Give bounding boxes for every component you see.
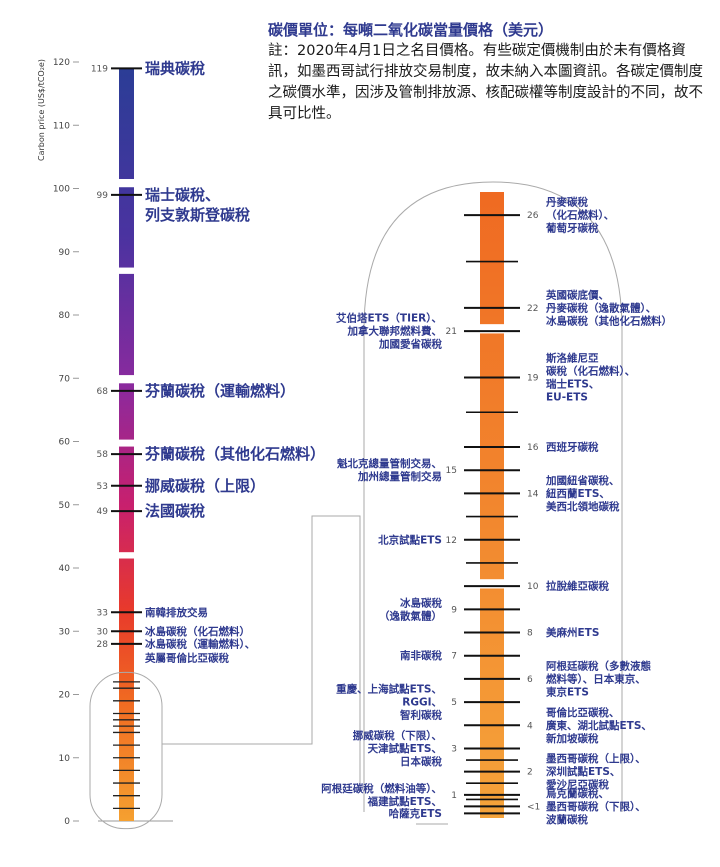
zoom-value-4: 16 bbox=[527, 443, 539, 453]
zoom-gap-0 bbox=[479, 324, 505, 334]
zoom-label-19: 哈薩克ETS bbox=[389, 807, 442, 820]
y-tick-label-1: 10 bbox=[59, 754, 71, 764]
main-scale: 0 10 20 30 40 50 60 70 80 90 100 110 120 Carbon price… bbox=[37, 58, 325, 830]
zoom-label-4: 西班牙碳稅 bbox=[546, 441, 599, 454]
bar-gap-0 bbox=[118, 179, 135, 188]
main-label-7: 冰島碳稅（化石燃料） bbox=[145, 625, 250, 638]
zoom-capsule bbox=[89, 671, 163, 830]
note-title: 碳價單位：每噸二氧化碳當量價格（美元） bbox=[268, 21, 554, 39]
main-label-2: 芬蘭碳稅（運輸燃料） bbox=[145, 382, 295, 400]
zoom-value-11: 7 bbox=[451, 652, 457, 662]
zoom-label-18: 烏克蘭碳稅、墨西哥碳稅（下限）、波蘭碳稅 bbox=[546, 787, 646, 826]
zoom-bar bbox=[480, 192, 504, 818]
main-label-1: 瑞士碳稅、列支敦斯登碳稅 bbox=[145, 186, 251, 224]
zoom-value-17: 1 bbox=[451, 791, 457, 801]
zoom-label-0: 丹麥碳稅（化石燃料）、葡萄牙碳稅 bbox=[545, 196, 614, 235]
zoom-label-7: 北京試點ETS bbox=[378, 533, 442, 546]
zoom-value-12: 6 bbox=[527, 675, 533, 685]
main-label-0: 瑞典碳稅 bbox=[145, 59, 206, 77]
connector-line bbox=[162, 515, 361, 792]
y-tick-label-0: 0 bbox=[64, 817, 70, 827]
zoom-value-10: 8 bbox=[527, 629, 533, 639]
zoom-label-17: 阿根廷碳稅（燃料油等）、福建試點ETS、 bbox=[321, 782, 442, 808]
zoom-label-9: 冰島碳稅（逸散氣體） bbox=[379, 596, 442, 622]
bar-gap-1 bbox=[118, 267, 135, 274]
y-tick-label-5: 50 bbox=[59, 501, 71, 511]
y-tick-label-4: 40 bbox=[59, 564, 71, 574]
zoom-label-1: 英國碳底價、丹麥碳稅（逸散氣體）、冰島碳稅（其他化石燃料） bbox=[545, 288, 672, 327]
zoom-value-13: 5 bbox=[451, 698, 457, 708]
zoom-label-8: 拉脫維亞碳稅 bbox=[546, 580, 609, 593]
main-value-1: 99 bbox=[97, 191, 109, 201]
zoom-value-2: 21 bbox=[446, 327, 457, 337]
main-value-3: 58 bbox=[97, 450, 109, 460]
zoom-value-15: 3 bbox=[451, 744, 457, 754]
y-tick-label-11: 110 bbox=[53, 121, 70, 131]
bar-gap-3 bbox=[118, 439, 135, 447]
y-tick-label-10: 100 bbox=[53, 185, 70, 195]
zoom-value-9: 9 bbox=[451, 605, 457, 615]
zoom-value-18: <1 bbox=[527, 802, 540, 812]
main-value-8: 28 bbox=[97, 640, 109, 650]
main-value-6: 33 bbox=[97, 608, 108, 618]
zoom-value-14: 4 bbox=[527, 721, 533, 731]
y-tick-label-8: 80 bbox=[59, 311, 71, 321]
y-tick-label-6: 60 bbox=[59, 438, 71, 448]
zoom-label-11: 南非碳稅 bbox=[400, 649, 442, 662]
zoom-value-5: 15 bbox=[446, 466, 457, 476]
zoom-label-6: 加國紐省碳稅、紐西蘭ETS、美西北領地碳稅 bbox=[545, 474, 620, 513]
zoom-arc bbox=[363, 181, 623, 812]
main-value-7: 30 bbox=[97, 627, 109, 637]
main-value-4: 53 bbox=[97, 482, 108, 492]
main-label-5: 法國碳稅 bbox=[145, 502, 206, 520]
zoom-value-3: 19 bbox=[527, 373, 539, 383]
y-axis-title: Carbon price (US$/tCO₂e) bbox=[37, 59, 46, 161]
zoom-label-14: 哥倫比亞碳稅、廣東、湖北試點ETS、新加坡碳稅 bbox=[545, 706, 652, 745]
zoom-value-7: 12 bbox=[446, 536, 457, 546]
bar-gap-2 bbox=[118, 375, 135, 384]
main-label-3: 芬蘭碳稅（其他化石燃料） bbox=[145, 445, 325, 463]
zoom-label-10: 美麻州ETS bbox=[546, 626, 599, 639]
y-tick-label-7: 70 bbox=[59, 374, 71, 384]
zoom-value-6: 14 bbox=[527, 489, 539, 499]
main-value-0: 119 bbox=[91, 64, 108, 74]
zoom-label-12: 阿根廷碳稅（多數液態燃料等）、日本東京、東京ETS bbox=[546, 659, 651, 698]
zoom-label-16: 墨西哥碳稅（上限）、深圳試點ETS、愛沙尼亞碳稅 bbox=[546, 752, 646, 791]
zoom-label-15: 挪威碳稅（下限）、天津試點ETS、日本碳稅 bbox=[353, 729, 443, 768]
note-block: 碳價單位：每噸二氧化碳當量價格（美元） 註：2020年4月1日之名目價格。有些碳… bbox=[268, 20, 708, 125]
main-label-4: 挪威碳稅（上限） bbox=[145, 477, 265, 495]
zoom-scale: 26丹麥碳稅（化石燃料）、葡萄牙碳稅22英國碳底價、丹麥碳稅（逸散氣體）、冰島碳… bbox=[162, 181, 672, 826]
zoom-value-16: 2 bbox=[527, 768, 533, 778]
y-tick-label-3: 30 bbox=[59, 627, 71, 637]
main-label-8: 冰島碳稅（運輸燃料）、英屬哥倫比亞碳稅 bbox=[144, 637, 255, 664]
note-body: 註：2020年4月1日之名目價格。有些碳定價機制由於未有價格資訊，如墨西哥試行排… bbox=[268, 43, 703, 122]
bar-gap-4 bbox=[118, 552, 135, 559]
zoom-value-0: 26 bbox=[527, 211, 539, 221]
zoom-label-13: 重慶、上海試點ETS、 RGGI、智利碳稅 bbox=[336, 683, 442, 722]
y-tick-label-2: 20 bbox=[59, 691, 71, 701]
zoom-label-2: 艾伯塔ETS（TIER）、加拿大聯邦燃料費、加國愛省碳稅 bbox=[336, 312, 442, 351]
y-tick-label-12: 120 bbox=[53, 58, 70, 68]
zoom-value-8: 10 bbox=[527, 582, 539, 592]
zoom-label-5: 魁北克總量管制交易、加州總量管制交易 bbox=[337, 457, 442, 483]
zoom-label-3: 斯洛維尼亞碳稅（化石燃料）、瑞士ETS、 EU-ETS bbox=[546, 351, 635, 403]
main-label-6: 南韓排放交易 bbox=[145, 606, 208, 619]
main-value-5: 49 bbox=[97, 507, 109, 517]
zoom-value-1: 22 bbox=[527, 304, 538, 314]
y-tick-label-9: 90 bbox=[59, 248, 71, 258]
zoom-gap-1 bbox=[479, 579, 505, 589]
main-value-2: 68 bbox=[97, 387, 109, 397]
